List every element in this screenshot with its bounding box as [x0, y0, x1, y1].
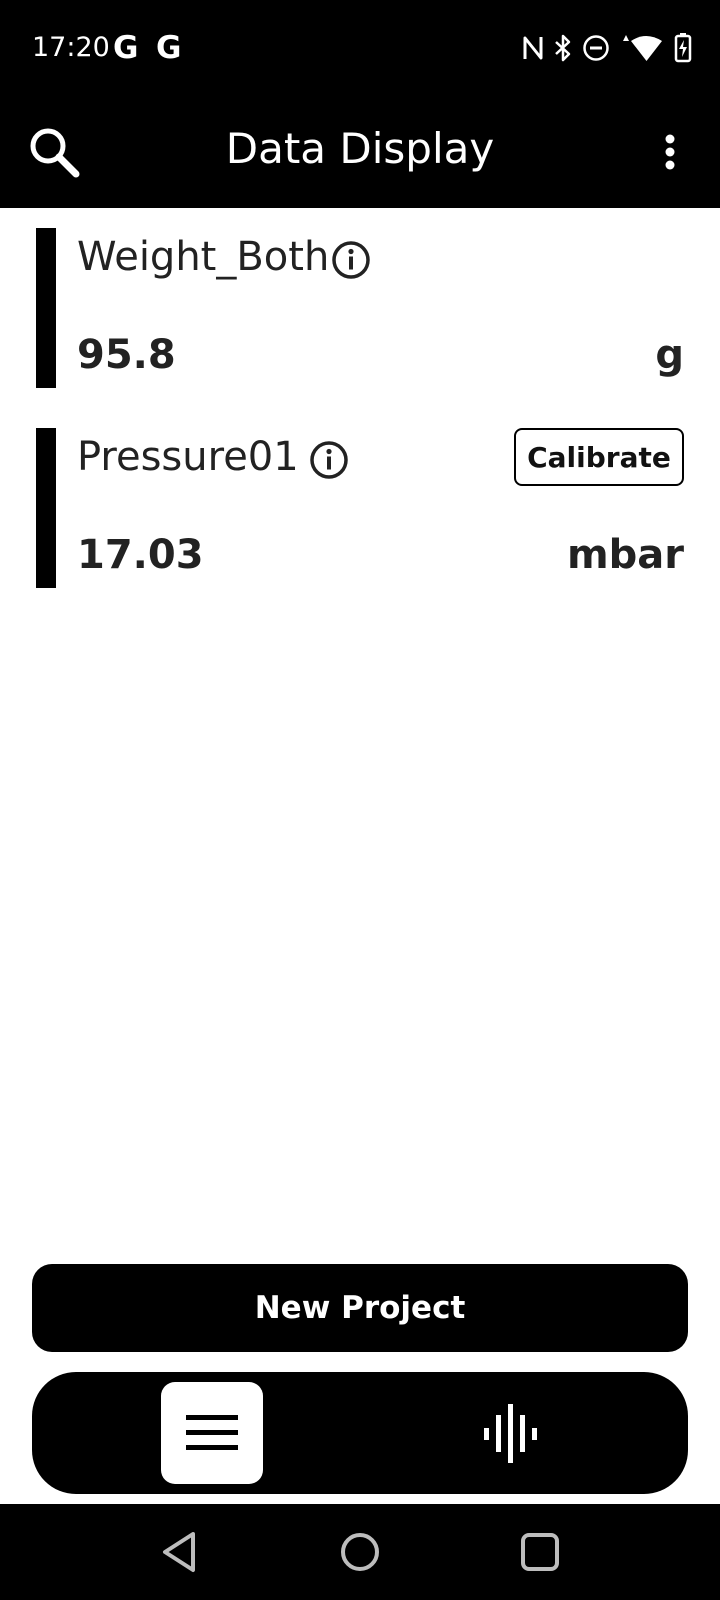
recents-button[interactable] — [514, 1526, 566, 1578]
info-icon — [310, 441, 348, 479]
info-button[interactable] — [309, 440, 349, 480]
home-icon — [341, 1533, 379, 1571]
google-notification-icon: G — [113, 30, 139, 66]
battery-charging-icon — [674, 33, 692, 63]
nav-tab-waveform[interactable] — [470, 1394, 550, 1472]
sensor-unit: g — [655, 332, 684, 378]
sensor-value: 17.03 — [77, 532, 204, 578]
search-icon — [30, 128, 80, 178]
info-icon — [332, 241, 370, 279]
recents-icon — [521, 1533, 559, 1571]
sensor-value: 95.8 — [77, 332, 176, 378]
sensor-name: Pressure01 — [77, 434, 299, 480]
system-nav-bar — [0, 1504, 720, 1600]
page-title: Data Display — [225, 124, 495, 173]
google-notification-icon: G — [156, 30, 182, 66]
status-icons — [522, 30, 692, 66]
calibrate-button[interactable]: Calibrate — [514, 428, 684, 486]
dnd-icon — [583, 35, 609, 61]
sensor-card-pressure: Pressure01 Calibrate 17.03 mbar — [36, 428, 684, 588]
nfc-icon — [523, 36, 543, 60]
more-options-button[interactable] — [650, 124, 690, 180]
waveform-icon — [484, 1404, 537, 1463]
back-button[interactable] — [153, 1526, 205, 1578]
info-button[interactable] — [331, 240, 371, 280]
search-button[interactable] — [22, 120, 86, 184]
sensor-name: Weight_Both — [77, 234, 330, 280]
card-accent-bar — [36, 428, 56, 588]
sensor-unit: mbar — [566, 532, 684, 578]
nav-tab-list[interactable] — [161, 1382, 263, 1484]
more-vert-icon — [665, 134, 675, 170]
card-accent-bar — [36, 228, 56, 388]
home-button[interactable] — [334, 1526, 386, 1578]
back-icon — [163, 1532, 195, 1572]
wifi-icon — [623, 35, 662, 61]
status-bar: 17:20 G G — [0, 0, 720, 96]
app-bar: Data Display — [0, 96, 720, 208]
new-project-button[interactable]: New Project — [32, 1264, 688, 1352]
sensor-card-weight: Weight_Both 95.8 g — [36, 228, 684, 388]
bottom-nav — [32, 1372, 688, 1494]
status-time: 17:20 — [32, 32, 110, 63]
list-icon — [186, 1415, 238, 1450]
bluetooth-icon — [555, 34, 571, 62]
